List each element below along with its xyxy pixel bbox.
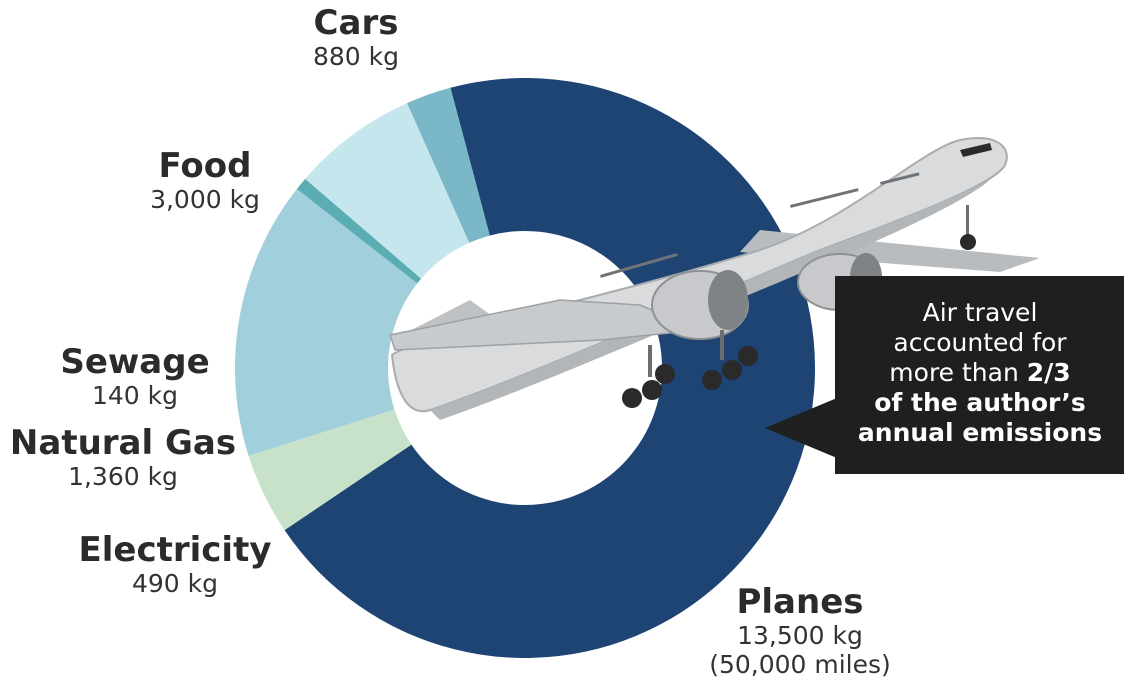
label-natural-gas: Natural Gas 1,360 kg [0,424,246,491]
callout-line-3-prefix: more than [889,358,1027,387]
slice-food [235,188,418,456]
callout-line-2: accounted for [893,328,1067,357]
callout-line-5: annual emissions [857,418,1103,447]
slice-cars [248,409,412,531]
label-planes-value: 13,500 kg [737,621,863,650]
label-cars-name: Cars [313,3,399,43]
label-food-name: Food [158,146,252,186]
label-planes-note: (50,000 miles) [709,650,891,679]
label-natural-gas-value: 1,360 kg [68,462,178,491]
label-electricity: Electricity 490 kg [70,531,280,598]
landing-gear-icon [622,205,976,408]
label-food-value: 3,000 kg [150,185,260,214]
label-electricity-name: Electricity [78,530,272,570]
airplane-image [389,137,1040,420]
callout-box: Air travel accounted for more than 2/3 o… [835,276,1124,474]
label-sewage-name: Sewage [60,342,210,382]
label-electricity-value: 490 kg [131,569,218,598]
label-planes-name: Planes [736,582,864,622]
callout-line-3: more than 2/3 [835,358,1124,388]
label-sewage: Sewage 140 kg [50,343,220,410]
callout-line-4: of the author’s [874,388,1086,417]
slice-natural-gas [305,103,470,279]
label-cars-value: 880 kg [312,42,399,71]
callout-pointer [765,398,837,458]
slice-sewage [296,178,422,284]
label-natural-gas-name: Natural Gas [9,423,237,463]
label-cars: Cars 880 kg [296,4,416,71]
label-planes: Planes 13,500 kg (50,000 miles) [705,583,895,679]
slice-electricity [407,87,490,243]
label-sewage-value: 140 kg [91,381,178,410]
callout-fraction: 2/3 [1026,358,1071,387]
label-food: Food 3,000 kg [130,147,280,214]
slice-planes [284,77,816,658]
callout-line-1: Air travel [922,298,1038,327]
